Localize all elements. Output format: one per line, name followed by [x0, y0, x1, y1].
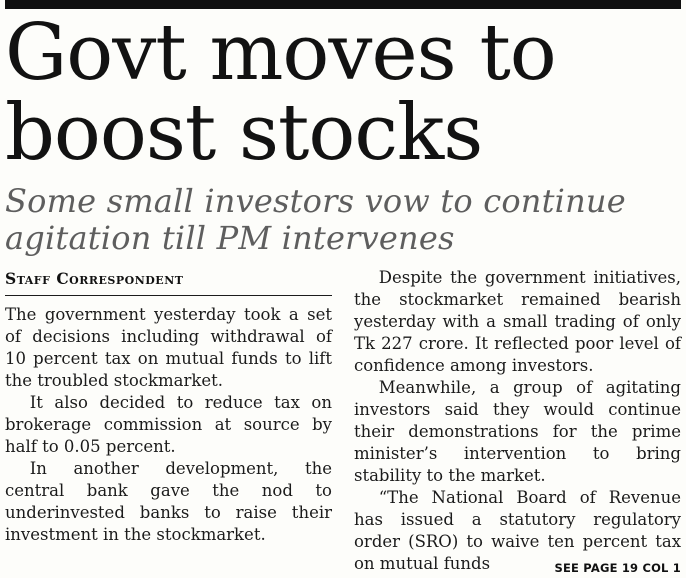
byline: Staff Correspondent — [5, 268, 184, 288]
subheadline-line-1: Some small investors vow to continue — [5, 181, 626, 220]
subheadline: Some small investors vow to continue agi… — [5, 181, 681, 257]
subheadline-line-2: agitation till PM intervenes — [5, 218, 455, 257]
paragraph-right-3: “The National Board of Revenue has issue… — [354, 487, 681, 573]
headline: Govt moves to boost stocks — [5, 13, 681, 174]
paragraph-left-3: In another development, the central bank… — [5, 458, 332, 544]
headline-line-1: Govt moves to — [5, 8, 557, 98]
column-left: Staff Correspondent The government yeste… — [5, 267, 332, 575]
headline-line-2: boost stocks — [5, 88, 483, 179]
byline-block: Staff Correspondent — [5, 267, 332, 296]
article-body: Staff Correspondent The government yeste… — [5, 267, 681, 575]
top-rule — [5, 0, 681, 9]
continuation-note: SEE PAGE 19 COL 1 — [546, 561, 681, 575]
column-right: Despite the government initiatives, the … — [354, 267, 681, 575]
paragraph-left-1: The government yesterday took a set of d… — [5, 304, 332, 390]
paragraph-right-2: Meanwhile, a group of agitating investor… — [354, 377, 681, 485]
paragraph-right-1: Despite the government initiatives, the … — [354, 267, 681, 375]
paragraph-left-2: It also decided to reduce tax on brokera… — [5, 392, 332, 456]
